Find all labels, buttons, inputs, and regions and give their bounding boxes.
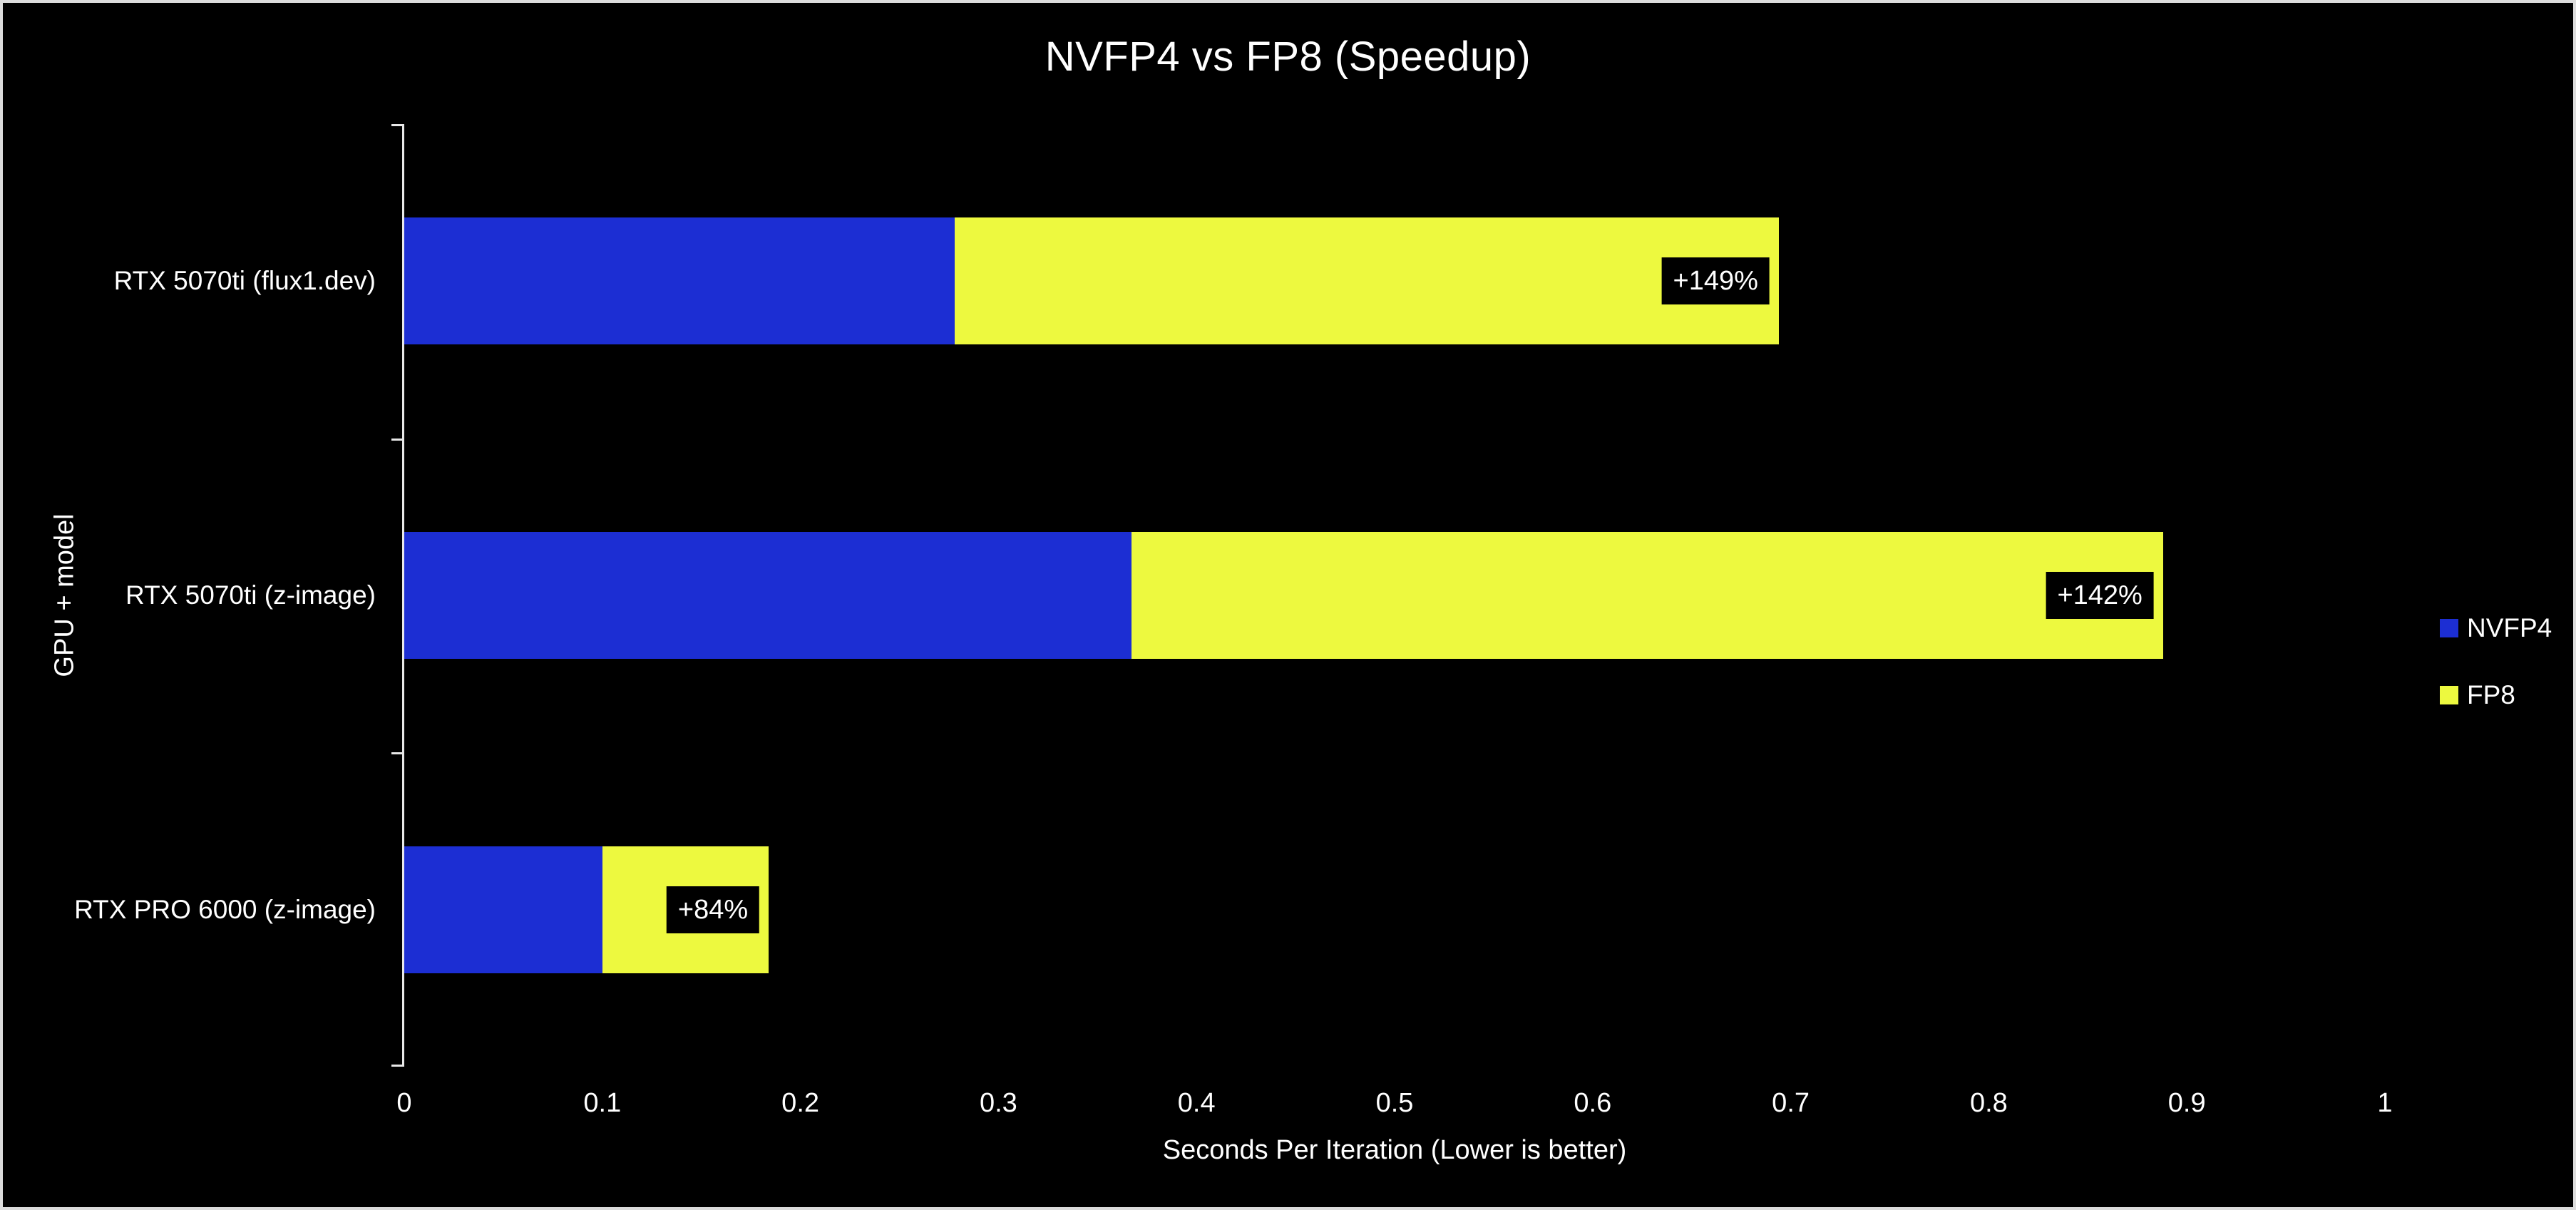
legend-item-fp8: FP8 (2440, 680, 2552, 710)
category-row: +149% RTX 5070ti (flux1.dev) (114, 124, 2385, 439)
bar-group: +142% (404, 531, 2385, 659)
bar-group: +149% (404, 217, 2385, 345)
speedup-label: +84% (666, 886, 760, 933)
x-tick-label: 0.9 (2167, 1088, 2206, 1118)
plot-area: +149% RTX 5070ti (flux1.dev) +142% RTX 5070… (74, 124, 2385, 1067)
x-tick-label: 1 (2377, 1088, 2393, 1118)
y-axis-tick (391, 439, 402, 441)
category-label: RTX 5070ti (flux1.dev) (113, 266, 376, 296)
category-label: RTX PRO 6000 (z-image) (74, 894, 376, 924)
x-tick-label: 0.6 (1574, 1088, 1612, 1118)
x-tick-label: 0.3 (979, 1088, 1017, 1118)
legend: NVFP4 FP8 (2440, 613, 2552, 710)
x-tick-label: 0.2 (781, 1088, 820, 1118)
category-row: +84% RTX PRO 6000 (z-image) (74, 752, 2385, 1067)
y-axis-line (402, 124, 404, 1067)
x-tick-label: 0.5 (1375, 1088, 1414, 1118)
x-axis-tick-labels: 0 0.1 0.2 0.3 0.4 0.5 0.6 0.7 0.8 0.9 1 (396, 1088, 2392, 1121)
legend-swatch-nvfp4-icon (2440, 619, 2458, 637)
legend-item-nvfp4: NVFP4 (2440, 613, 2552, 643)
legend-label: NVFP4 (2467, 613, 2552, 642)
y-axis-tick (391, 124, 402, 126)
category-label: RTX 5070ti (z-image) (125, 580, 376, 610)
bar-group: +84% (404, 846, 2385, 973)
y-axis-title: GPU + model (49, 513, 80, 677)
chart-title: NVFP4 vs FP8 (Speedup) (1045, 34, 1531, 80)
bar-nvfp4 (404, 846, 602, 973)
legend-swatch-fp8-icon (2440, 686, 2458, 704)
bar-nvfp4 (404, 217, 955, 345)
category-row: +142% RTX 5070ti (z-image) (125, 439, 2385, 753)
y-axis-tick (391, 1065, 402, 1067)
speedup-label: +149% (1661, 257, 1770, 305)
x-tick-label: 0.8 (1969, 1088, 2008, 1118)
y-axis-tick (391, 752, 402, 754)
speedup-label: +142% (2046, 571, 2154, 619)
x-tick-label: 0 (396, 1088, 412, 1118)
x-tick-label: 0.7 (1772, 1088, 1810, 1118)
x-tick-label: 0.1 (583, 1088, 622, 1118)
x-axis-title: Seconds Per Iteration (Lower is better) (1162, 1135, 1627, 1165)
x-tick-label: 0.4 (1177, 1088, 1216, 1118)
bar-nvfp4 (404, 531, 1132, 659)
legend-label: FP8 (2467, 680, 2515, 709)
